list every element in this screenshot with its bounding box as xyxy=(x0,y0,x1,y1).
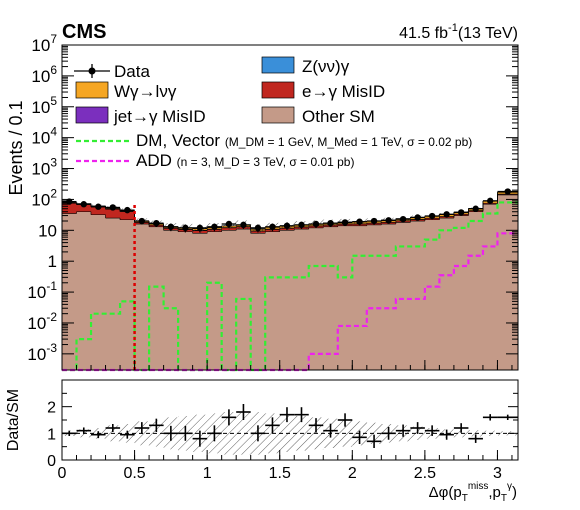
data-point xyxy=(283,222,291,229)
y-tick-label: 103 xyxy=(31,156,57,179)
x-tick-label: 1.5 xyxy=(269,465,291,482)
y-tick-label: 10-2 xyxy=(27,310,57,333)
y-tick-label: 1 xyxy=(48,252,57,271)
main-panel: 10-3 10-2 10-1 1 10 102 103 104 105 106 107 Events… xyxy=(6,32,519,372)
data-point xyxy=(504,188,511,195)
data-point xyxy=(66,198,73,205)
data-point xyxy=(269,223,276,230)
y-tick-label: 10-3 xyxy=(27,341,57,364)
data-point xyxy=(80,201,87,208)
data-point xyxy=(486,197,494,205)
experiment-label: CMS xyxy=(62,21,106,43)
data-point xyxy=(225,220,233,228)
data-point xyxy=(196,224,204,232)
legend-signal-label: DM, Vector (M_DM = 1 GeV, M_Med = 1 TeV,… xyxy=(136,131,472,150)
data-point xyxy=(312,220,320,228)
data-point xyxy=(211,223,218,230)
y-tick-label: 106 xyxy=(31,63,57,86)
x-tick-label: 2 xyxy=(348,465,357,482)
y-tick-label: 10 xyxy=(38,221,57,240)
data-point xyxy=(385,217,392,224)
data-point xyxy=(457,209,465,216)
legend-label: Wγ→lνγ xyxy=(114,82,177,101)
data-point xyxy=(472,205,479,212)
x-tick-label: 0.5 xyxy=(123,465,145,482)
legend-swatch xyxy=(261,56,295,74)
lumi-label: 41.5 fb-1(13 TeV) xyxy=(399,22,518,42)
data-point xyxy=(370,217,378,225)
legend-label: Other SM xyxy=(302,107,375,126)
x-tick-label: 0 xyxy=(58,465,67,482)
data-point xyxy=(153,219,160,227)
data-point xyxy=(298,221,305,229)
x-tick-label: 1 xyxy=(203,465,212,482)
ratio-xlabel: Δφ(pTmiss,pTγ) xyxy=(429,481,517,504)
ratio-ylabel: Data/SM xyxy=(5,389,22,451)
data-point xyxy=(95,203,102,210)
data-point xyxy=(356,218,363,225)
ratio-band xyxy=(221,412,237,455)
data-point xyxy=(327,219,334,227)
data-point xyxy=(124,206,131,214)
x-tick-label: 2.5 xyxy=(414,465,436,482)
y-tick-label: 102 xyxy=(31,186,57,209)
x-tick-label: 3 xyxy=(493,465,502,482)
legend-label: jet→γ MisID xyxy=(113,107,206,126)
ratio-band xyxy=(366,422,382,444)
ratio-y-tick-label: 0 xyxy=(47,453,56,470)
y-tick-label: 10-1 xyxy=(27,279,57,302)
legend-label: e→γ MisID xyxy=(302,82,385,101)
legend-swatch xyxy=(75,106,109,124)
data-point xyxy=(138,217,146,225)
data-point xyxy=(341,219,349,226)
data-point xyxy=(240,221,247,229)
data-point xyxy=(399,215,407,223)
data-point xyxy=(254,224,262,232)
ratio-band xyxy=(497,431,518,436)
legend-data-label: Data xyxy=(114,62,150,81)
data-point xyxy=(182,224,189,232)
y-tick-label: 107 xyxy=(31,32,57,55)
main-ylabel: Events / 0.1 xyxy=(6,100,26,195)
legend-swatch xyxy=(261,106,295,124)
signal-dm-vector xyxy=(62,201,518,372)
data-point xyxy=(109,204,117,211)
legend-label: Z(νν)γ xyxy=(302,57,350,76)
ratio-y-tick-label: 1 xyxy=(47,426,56,443)
ratio-panel: 0 1 2 0 0.5 1 1.5 2 2.5 3 Data/SM Δφ(pTmiss,pTγ) xyxy=(5,379,519,504)
legend-swatch xyxy=(75,81,109,99)
legend-swatch xyxy=(261,81,295,99)
legend-signal-label: ADD (n = 3, M_D = 3 TeV, σ = 0.01 pb) xyxy=(136,151,354,170)
data-point xyxy=(428,212,436,220)
y-tick-label: 104 xyxy=(31,125,57,148)
data-point xyxy=(167,223,175,230)
data-point xyxy=(443,211,450,218)
ratio-band xyxy=(236,412,251,455)
y-tick-label: 105 xyxy=(31,94,57,117)
data-point xyxy=(414,214,421,221)
ratio-y-tick-label: 2 xyxy=(47,400,56,417)
legend-data-marker xyxy=(88,67,96,75)
